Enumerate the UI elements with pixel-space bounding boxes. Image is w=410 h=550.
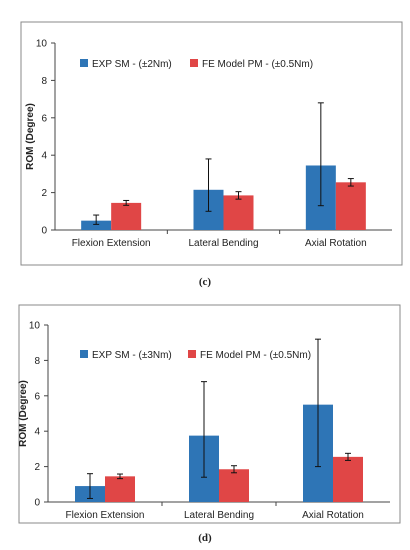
y-tick-label: 4 [34,427,40,438]
y-tick-label: 8 [34,356,40,367]
chart-panel-c: 0 2 4 6 8 10 ROM (Degree) Flexion Extension Late… [0,0,410,270]
bar [333,456,363,502]
chart-frame [18,304,401,524]
y-tick-label: 2 [34,462,40,473]
y-axis-label: ROM (Degree) [18,380,29,447]
x-tick-label: Axial Rotation [305,238,367,249]
y-tick-label: 2 [41,188,47,199]
legend-label: FE Model PM - (±0.5Nm) [202,59,313,70]
x-tick-label: Lateral Bending [188,238,258,249]
bar [111,202,142,230]
y-tick-label: 6 [34,391,40,402]
legend-label: EXP SM - (±3Nm) [92,350,172,361]
panel-label-d: (d) [198,532,212,544]
legend-swatch [80,59,88,67]
legend-label: EXP SM - (±2Nm) [92,59,172,70]
y-tick-label: 10 [36,39,48,50]
chart-panel-d: 0 2 4 6 8 10 ROM (Degree) Flexion Extension Late… [0,295,410,528]
bar [219,469,249,502]
chart-c: 0 2 4 6 8 10 ROM (Degree) Flexion Extension Late… [20,21,403,266]
chart-frame [20,21,403,266]
legend-swatch [80,350,88,358]
x-tick-label: Flexion Extension [66,510,145,521]
legend-swatch [190,59,198,67]
legend-label: FE Model PM - (±0.5Nm) [200,350,311,361]
y-tick-label: 0 [41,226,47,237]
x-tick-label: Lateral Bending [184,510,254,521]
y-tick-label: 8 [41,76,47,87]
bar [223,195,254,230]
legend-swatch [188,350,196,358]
bar [105,476,135,502]
y-tick-label: 4 [41,151,47,162]
x-tick-label: Flexion Extension [72,238,151,249]
x-tick-label: Axial Rotation [302,510,364,521]
bar [81,220,112,230]
y-tick-label: 0 [34,498,40,509]
y-tick-label: 10 [29,321,41,332]
panel-label-c: (c) [198,276,212,288]
chart-d: 0 2 4 6 8 10 ROM (Degree) Flexion Extension Late… [18,304,401,524]
y-tick-label: 6 [41,113,47,124]
bar [335,182,366,230]
y-axis-label: ROM (Degree) [25,103,36,170]
